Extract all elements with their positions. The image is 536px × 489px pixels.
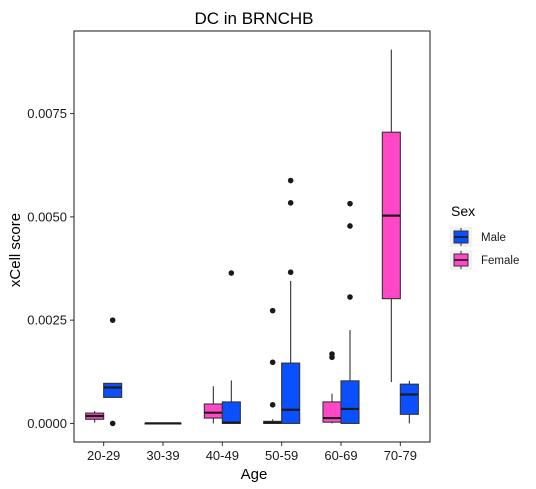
legend-label: Female <box>481 255 519 267</box>
box-iqr <box>399 383 419 415</box>
box-female-30-39 <box>144 422 164 425</box>
outlier-point <box>287 177 294 184</box>
x-tick-label: 20-29 <box>87 448 120 463</box>
y-tick-label: 0.0075 <box>27 106 67 121</box>
box-male-60-69 <box>340 200 360 424</box>
plot-area <box>85 49 419 427</box>
box-female-40-49 <box>203 386 223 424</box>
outlier-point <box>109 420 116 427</box>
box-iqr <box>203 403 223 419</box>
x-tick-label: 60-69 <box>324 448 357 463</box>
box-iqr <box>340 380 360 424</box>
outlier-point <box>329 351 335 357</box>
outlier-point <box>269 307 276 314</box>
box-female-20-29 <box>85 411 105 423</box>
y-tick-label: 0.0000 <box>27 416 67 431</box>
box-iqr <box>103 382 123 398</box>
legend-label: Male <box>481 232 506 244</box>
legend-entry-female: Female <box>450 250 519 270</box>
box-male-70-79 <box>399 380 419 424</box>
x-tick-label: 40-49 <box>206 448 239 463</box>
x-tick-label: 70-79 <box>384 448 417 463</box>
plot-panel-border <box>73 30 431 443</box>
y-tick-label: 0.0025 <box>27 313 67 328</box>
x-tick-label: 50-59 <box>265 448 298 463</box>
chart-title: DC in BRNCHB <box>194 9 313 28</box>
y-tick-label: 0.0050 <box>27 209 67 224</box>
x-axis-title: Age <box>241 466 268 483</box>
x-tick-label: 30-39 <box>146 448 179 463</box>
outlier-point <box>228 270 235 276</box>
box-male-20-29 <box>103 317 123 427</box>
outlier-point <box>269 359 276 366</box>
legend-entry-male: Male <box>450 227 506 247</box>
legend-title: Sex <box>451 203 475 219</box>
outlier-point <box>347 200 353 207</box>
y-axis: 0.0000 0.0025 0.0050 0.0075 <box>27 106 74 431</box>
box-female-70-79 <box>381 49 401 383</box>
box-male-50-59 <box>281 177 301 424</box>
x-axis: 20-29 30-39 40-49 50-59 60-69 70-79 <box>87 442 417 463</box>
outlier-point <box>269 402 276 408</box>
y-axis-title: xCell score <box>7 213 24 287</box>
legend: Sex Male Female <box>450 203 519 270</box>
outlier-point <box>109 317 116 323</box>
box-iqr <box>221 401 241 424</box>
outlier-point <box>347 294 353 300</box>
outlier-point <box>287 200 294 206</box>
box-male-40-49 <box>221 270 241 424</box>
box-iqr <box>281 362 301 424</box>
box-female-60-69 <box>322 351 342 424</box>
outlier-point <box>347 223 353 229</box>
outlier-point <box>287 269 294 276</box>
box-male-30-39 <box>162 422 182 425</box>
